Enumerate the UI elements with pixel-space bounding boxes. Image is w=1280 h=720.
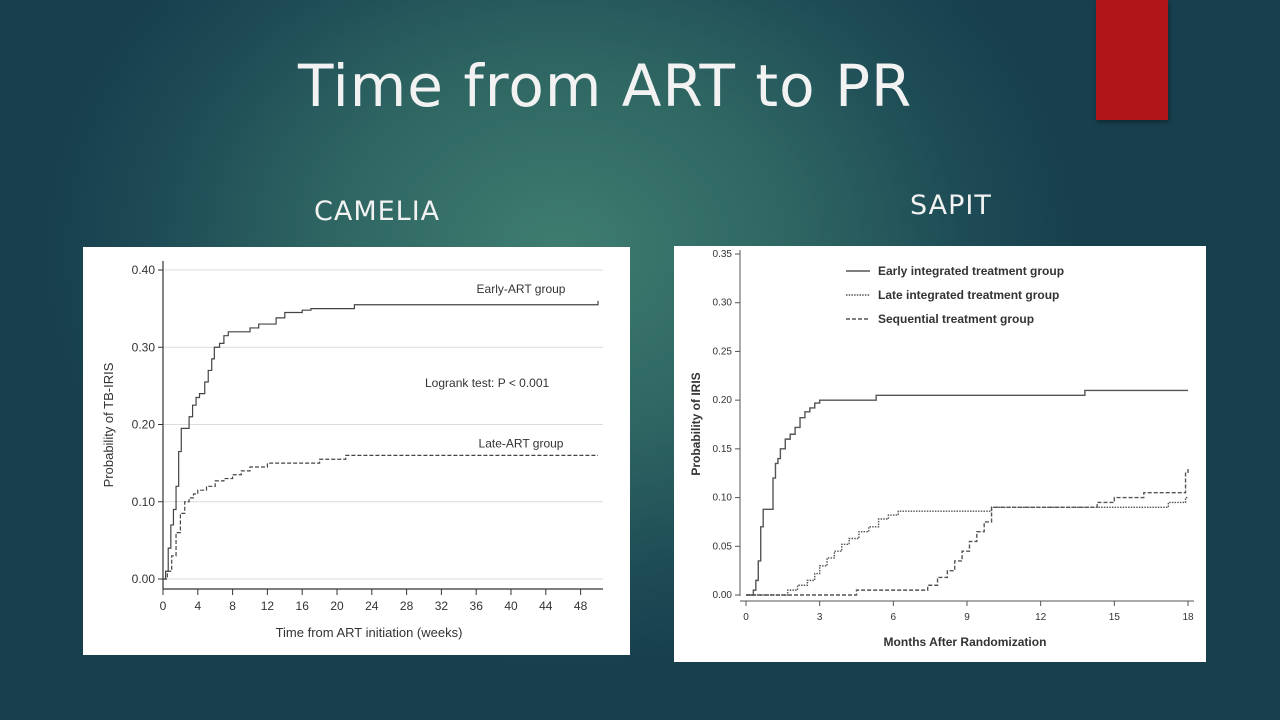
- camelia-chart: 0.00 0.10 0.20 0.30 0.40 0 4 8 12 16 20 24 28 32 36 40 4…: [83, 247, 630, 655]
- x-tick-label: 0: [743, 612, 749, 623]
- x-axis-label: Months After Randomization: [884, 635, 1047, 649]
- y-tick-label: 0.40: [132, 263, 156, 277]
- x-tick-label: 32: [435, 599, 449, 613]
- x-tick-label: 12: [261, 599, 275, 613]
- y-tick-label: 0.20: [132, 418, 156, 432]
- x-tick-label: 48: [574, 599, 588, 613]
- x-tick-label: 18: [1182, 612, 1194, 623]
- camelia-label: CAMELIA: [314, 196, 441, 227]
- y-tick-label: 0.10: [132, 495, 156, 509]
- x-tick-label: 28: [400, 599, 414, 613]
- x-tick-label: 24: [365, 599, 379, 613]
- x-tick-label: 44: [539, 599, 553, 613]
- series-line-1: [163, 300, 599, 580]
- legend-label-1: Early integrated treatment group: [878, 264, 1064, 278]
- x-tick-label: 8: [229, 599, 236, 613]
- x-tick-label: 9: [964, 612, 970, 623]
- series-line-3: [746, 468, 1189, 596]
- y-tick-label: 0.25: [713, 346, 733, 357]
- y-axis-label: Probability of TB-IRIS: [101, 362, 116, 487]
- x-tick-label: 4: [194, 599, 201, 613]
- sapit-label: SAPIT: [910, 190, 992, 221]
- x-axis-label: Time from ART initiation (weeks): [276, 625, 463, 640]
- series-line-2: [163, 454, 598, 580]
- y-tick-label: 0.10: [713, 493, 733, 504]
- x-tick-label: 16: [296, 599, 310, 613]
- slide-title: Time from ART to PR: [298, 52, 913, 120]
- x-tick-label: 15: [1109, 612, 1121, 623]
- legend-label-2: Late integrated treatment group: [878, 288, 1059, 302]
- y-tick-label: 0.15: [713, 444, 733, 455]
- x-tick-label: 6: [891, 612, 897, 623]
- camelia-chart-svg: 0.000.100.200.300.400 4 8 12 16 20 24 28 32 36 40 4…: [101, 261, 603, 640]
- x-tick-label: 40: [504, 599, 518, 613]
- x-tick-label: 0: [160, 599, 167, 613]
- series-label-2: Late-ART group: [479, 436, 564, 450]
- legend-label-3: Sequential treatment group: [878, 312, 1034, 326]
- y-tick-label: 0.30: [132, 340, 156, 354]
- x-tick-label: 12: [1035, 612, 1047, 623]
- y-tick-label: 0.20: [713, 395, 733, 406]
- x-tick-label: 36: [470, 599, 484, 613]
- sapit-chart-svg: 0.00 0.05 0.10 0.15 0.20 0.25 0.30 0.35 0 3 6 9 12 15…: [689, 249, 1194, 649]
- x-tick-label: 3: [817, 612, 823, 623]
- x-tick-label: 20: [330, 599, 344, 613]
- accent-bar: [1096, 0, 1168, 120]
- logrank-annotation: Logrank test: P < 0.001: [425, 376, 550, 390]
- sapit-chart: 0.00 0.05 0.10 0.15 0.20 0.25 0.30 0.35 0 3 6 9 12 15…: [674, 246, 1206, 662]
- y-tick-label: 0.35: [713, 249, 733, 260]
- y-tick-label: 0.00: [713, 590, 733, 601]
- y-tick-label: 0.00: [132, 572, 156, 586]
- y-tick-label: 0.30: [713, 298, 733, 309]
- series-label-1: Early-ART group: [477, 282, 566, 296]
- series-line-1: [746, 389, 1188, 596]
- y-tick-label: 0.05: [713, 541, 733, 552]
- series-line-2: [746, 496, 1188, 596]
- y-axis-label: Probability of IRIS: [689, 372, 703, 475]
